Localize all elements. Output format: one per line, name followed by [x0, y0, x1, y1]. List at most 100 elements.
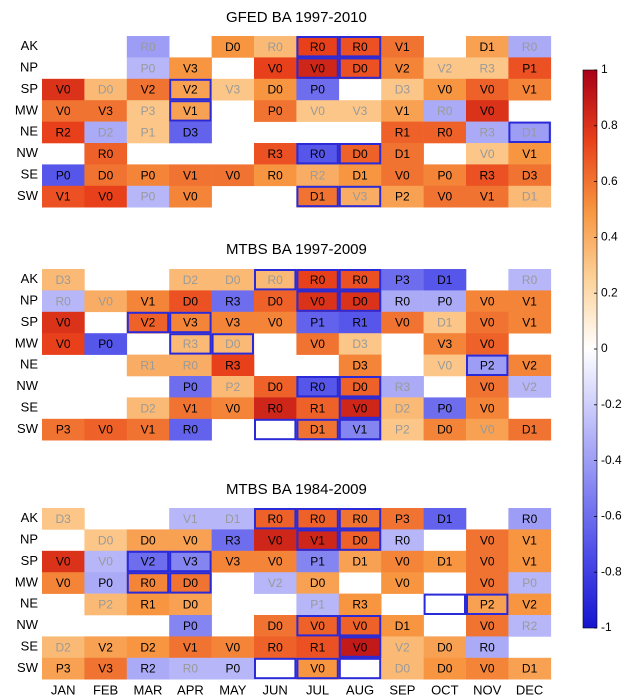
cell-outline	[296, 143, 339, 165]
cell-label: R3	[480, 168, 496, 182]
cell	[169, 185, 212, 208]
cell	[84, 164, 128, 187]
cell-label: R0	[98, 147, 114, 161]
cell-label: V0	[480, 533, 495, 547]
cell-label: V0	[98, 190, 113, 204]
cell	[466, 397, 509, 420]
cell	[338, 57, 382, 80]
cell-label: V2	[395, 640, 410, 654]
cell-label: D1	[437, 555, 453, 569]
cell	[423, 397, 467, 420]
cell	[42, 269, 85, 291]
cell	[84, 418, 128, 441]
cell	[423, 550, 467, 573]
cell-label: R0	[480, 640, 496, 654]
cell-label: D1	[437, 316, 453, 330]
cell-label: V0	[480, 401, 495, 415]
cell-label: V3	[225, 555, 240, 569]
cell-label: D0	[225, 40, 241, 54]
cell	[381, 78, 424, 101]
cell-label: D1	[437, 273, 453, 287]
cell-label: V0	[225, 401, 240, 415]
cell	[296, 376, 340, 398]
cell	[381, 100, 424, 122]
cell	[169, 57, 212, 80]
cell-label: D1	[395, 619, 411, 633]
cell	[466, 78, 509, 101]
cell-label: P3	[56, 662, 71, 676]
cell	[423, 269, 467, 291]
cell-label: D0	[268, 619, 284, 633]
cell	[169, 333, 212, 355]
cell	[211, 376, 255, 398]
cell	[296, 615, 340, 637]
cell	[42, 185, 85, 208]
cell-label: V0	[56, 576, 71, 590]
cell	[254, 636, 297, 659]
cell	[466, 615, 509, 637]
colorbar-label: -0.4	[601, 453, 622, 467]
cell-label: P0	[225, 662, 240, 676]
cell	[84, 593, 128, 616]
cell-label: V3	[225, 83, 240, 97]
cell-label: D0	[98, 533, 114, 547]
cell-label: V3	[183, 316, 198, 330]
cell	[84, 529, 128, 552]
cell	[381, 36, 424, 58]
cell-label: V0	[268, 316, 283, 330]
cell-label: V0	[56, 104, 71, 118]
month-label: JAN	[51, 683, 76, 698]
cell	[508, 615, 552, 637]
cell-label: V0	[395, 555, 410, 569]
cell	[126, 100, 170, 122]
cell	[211, 354, 255, 377]
cell	[381, 143, 424, 165]
cell	[169, 376, 212, 398]
cell	[466, 657, 509, 680]
cell	[42, 78, 85, 101]
cell-label: D0	[268, 83, 284, 97]
cell-label: P1	[310, 597, 325, 611]
colorbar-label: 0.8	[601, 118, 618, 132]
cell	[508, 354, 552, 377]
cell-label: V1	[183, 401, 198, 415]
cell	[423, 508, 467, 530]
cell	[466, 164, 509, 187]
cell	[296, 657, 340, 680]
cell-label: D0	[310, 576, 326, 590]
cell-label: R3	[352, 597, 368, 611]
cell	[466, 529, 509, 552]
row-label: NP	[20, 60, 38, 75]
cell-label: V0	[395, 168, 410, 182]
cell-label: D1	[395, 147, 411, 161]
cell	[466, 185, 509, 208]
cell	[508, 269, 552, 291]
cell	[254, 615, 297, 637]
cell-label: V1	[183, 104, 198, 118]
cell	[423, 121, 467, 144]
month-label: DEC	[516, 683, 543, 698]
cell-label: R1	[352, 316, 368, 330]
cell	[466, 100, 509, 122]
cell-outline	[296, 185, 339, 208]
cell	[211, 311, 255, 334]
cell	[381, 418, 424, 441]
cell-outline	[296, 508, 339, 530]
cell-label: P0	[310, 83, 325, 97]
cell	[508, 418, 552, 441]
cell-outline	[126, 311, 170, 334]
cell-label: R3	[268, 147, 284, 161]
cell	[126, 185, 170, 208]
cell-label: P1	[310, 316, 325, 330]
cell-label: V0	[183, 190, 198, 204]
cell-outline	[338, 185, 382, 208]
cell-label: D1	[480, 40, 496, 54]
cell	[381, 311, 424, 334]
cell-label: R3	[480, 125, 496, 139]
cell-label: P2	[480, 358, 495, 372]
cell	[296, 164, 340, 187]
cell-label: R0	[268, 168, 284, 182]
cell	[296, 100, 340, 122]
cell	[423, 636, 467, 659]
cell-label: V1	[353, 423, 368, 437]
